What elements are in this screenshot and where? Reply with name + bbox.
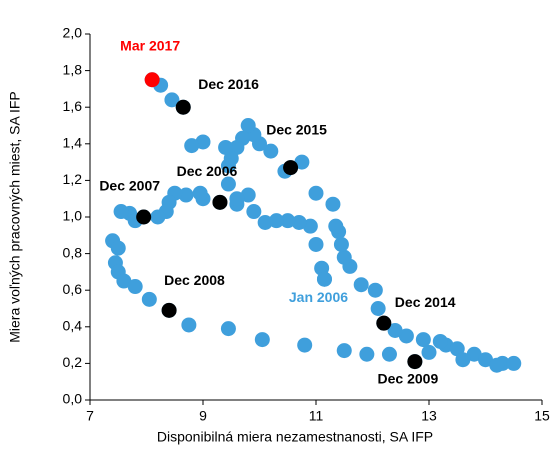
point: [280, 213, 296, 229]
point: [359, 346, 375, 362]
point: [178, 187, 194, 203]
point: [308, 236, 324, 252]
point: [184, 138, 200, 154]
annotation: Dec 2015: [266, 121, 327, 137]
point: [257, 214, 273, 230]
y-tick-label: 1,2: [63, 171, 83, 187]
highlight-point: [376, 315, 392, 331]
point: [220, 176, 236, 192]
y-tick-label: 0,2: [63, 354, 83, 370]
point: [415, 332, 431, 348]
point: [246, 204, 262, 220]
point: [336, 343, 352, 359]
point: [150, 209, 166, 225]
point: [333, 236, 349, 252]
point: [353, 277, 369, 293]
point: [328, 218, 344, 234]
y-tick-label: 1,4: [63, 135, 83, 151]
point: [432, 333, 448, 349]
point: [421, 344, 437, 360]
highlight-point: [144, 72, 160, 88]
annotation: Dec 2016: [198, 76, 259, 92]
point: [294, 154, 310, 170]
annotation: Dec 2008: [164, 272, 225, 288]
point: [192, 185, 208, 201]
point: [240, 118, 256, 133]
highlight-point: [316, 271, 332, 287]
point: [218, 139, 234, 155]
point: [367, 282, 383, 298]
x-tick-label: 15: [534, 408, 550, 424]
highlight-point: [283, 160, 299, 176]
point: [220, 158, 236, 174]
point: [506, 355, 522, 371]
annotation: Dec 2014: [395, 294, 456, 310]
y-tick-label: 0,4: [63, 318, 83, 334]
annotation: Jan 2006: [289, 289, 348, 305]
x-tick-label: 13: [421, 408, 437, 424]
point: [254, 332, 270, 348]
point: [336, 249, 352, 265]
point: [240, 187, 256, 203]
point: [325, 196, 341, 212]
point: [229, 191, 245, 207]
point: [195, 134, 211, 150]
annotation: Dec 2007: [99, 178, 160, 194]
point: [113, 204, 129, 220]
y-tick-label: 0,6: [63, 281, 83, 297]
x-tick-label: 9: [199, 408, 207, 424]
annotation: Mar 2017: [120, 37, 180, 53]
x-tick-label: 11: [309, 408, 324, 424]
annotation: Dec 2009: [378, 370, 439, 386]
x-axis-title: Disponibilná miera nezamestnanosti, SA I…: [157, 429, 433, 445]
point: [387, 322, 403, 338]
point: [220, 321, 236, 337]
point: [370, 301, 386, 316]
point: [297, 337, 313, 353]
point: [181, 317, 197, 333]
annotation: Dec 2006: [177, 163, 238, 179]
point: [478, 352, 493, 368]
point: [263, 143, 279, 159]
point: [455, 352, 471, 368]
y-tick-label: 1,0: [63, 208, 83, 224]
point: [110, 240, 126, 256]
x-tick-label: 7: [86, 408, 94, 424]
point: [381, 346, 397, 362]
y-tick-label: 1,8: [63, 61, 83, 77]
point: [141, 291, 157, 307]
point: [116, 273, 132, 289]
point: [489, 357, 505, 373]
y-axis-title: Miera voľných pracovných miest, SA IFP: [7, 91, 23, 343]
point: [164, 92, 180, 108]
y-tick-label: 1,6: [63, 98, 83, 114]
highlight-point: [161, 302, 177, 318]
point: [466, 346, 482, 362]
y-tick-label: 0,8: [63, 244, 83, 260]
highlight-point: [407, 354, 423, 370]
highlight-point: [212, 194, 228, 210]
point: [398, 328, 414, 344]
highlight-point: [175, 99, 191, 115]
y-tick-label: 2,0: [63, 25, 83, 41]
highlight-point: [136, 209, 152, 225]
point: [302, 218, 318, 234]
point: [308, 185, 324, 201]
point: [268, 213, 284, 229]
y-tick-label: 0,0: [63, 391, 83, 407]
point: [291, 214, 307, 230]
point: [127, 279, 143, 295]
